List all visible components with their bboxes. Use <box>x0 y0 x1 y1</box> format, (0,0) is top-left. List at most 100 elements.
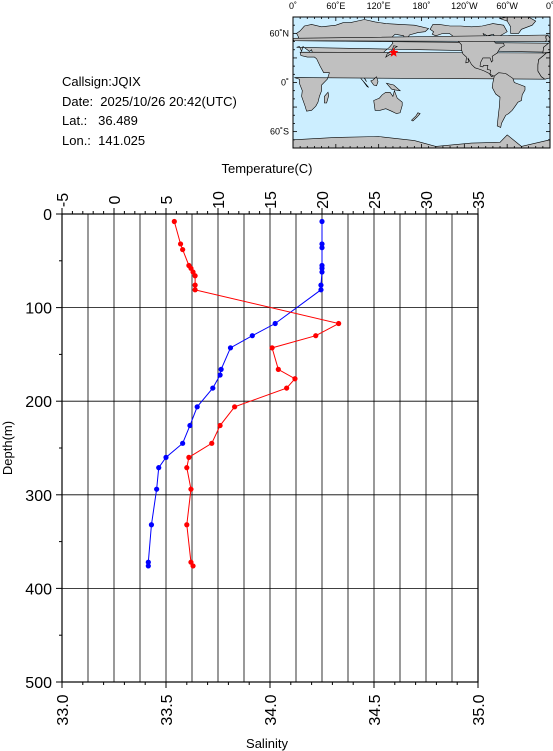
temperature-data-point <box>318 287 324 293</box>
depth-tick-label: 200 <box>25 394 52 411</box>
map-lat-label: 60˚S <box>270 127 289 137</box>
date-text: Date: 2025/10/26 20:42(UTC) <box>62 93 237 109</box>
salinity-tick-label: 33.0 <box>55 694 72 725</box>
salinity-data-point <box>171 218 177 225</box>
temperature-tick-label: 5 <box>159 195 176 204</box>
temperature-tick-label: 20 <box>315 191 332 209</box>
temperature-data-point <box>194 404 200 410</box>
map-lat-label: 0˚ <box>281 78 289 88</box>
depth-axis-label: Depth(m) <box>0 421 15 475</box>
depth-tick-label: 0 <box>43 207 52 224</box>
temperature-data-point <box>180 440 186 446</box>
temperature-data-point <box>227 345 234 351</box>
depth-tick-label: 400 <box>25 581 52 598</box>
map-lon-label: 0˚ <box>289 1 297 11</box>
map-frame <box>292 15 553 150</box>
map-clip-right <box>550 15 553 150</box>
map-lon-label: 120˚E <box>367 1 391 11</box>
temperature-data-point <box>319 265 325 271</box>
temperature-data-point <box>249 333 255 339</box>
salinity-data-point <box>284 385 290 391</box>
temperature-tick-label: 10 <box>211 191 228 209</box>
temperature-tick-label: -5 <box>55 193 72 207</box>
temperature-data-point <box>163 454 169 460</box>
landmass-sumatra <box>360 78 369 88</box>
temperature-data-point <box>154 486 160 492</box>
salinity-tick-label: 34.5 <box>367 694 384 725</box>
salinity-data-point <box>190 563 196 569</box>
salinity-data-point <box>192 287 198 293</box>
map-land <box>292 16 553 149</box>
temperature-tick-label: 30 <box>419 191 436 209</box>
temperature-data-point <box>319 269 325 275</box>
temperature-data-point <box>319 245 325 251</box>
temperature-data-point <box>156 465 162 471</box>
map-lon-label: 60˚E <box>326 1 345 11</box>
salinity-data-point <box>217 422 223 429</box>
salinity-data-point <box>275 366 281 372</box>
salinity-tick-label: 33.5 <box>159 694 176 725</box>
temperature-data-point <box>318 282 324 288</box>
landmass-madagascar <box>324 91 330 104</box>
temperature-tick-label: 35 <box>471 191 488 209</box>
salinity-data-point <box>180 246 186 253</box>
depth-tick-label: 500 <box>25 675 52 692</box>
callsign-text: Callsign:JQIX <box>62 74 141 89</box>
salinity-data-point <box>188 486 194 492</box>
temperature-tick-label: 15 <box>263 191 280 209</box>
salinity-data-point <box>192 282 198 288</box>
map-lat-label: 60˚N <box>269 28 289 38</box>
salinity-data-point <box>192 273 198 279</box>
salinity-data-point <box>232 404 238 410</box>
map-lon-label: 60˚W <box>496 1 518 11</box>
salinity-tick-label: 35.0 <box>471 694 488 725</box>
longitude-text: Lon.: 141.025 <box>62 132 146 148</box>
temperature-data-point <box>145 559 151 565</box>
salinity-data-point <box>177 241 184 247</box>
salinity-data-point <box>313 333 319 339</box>
landmass-borneo <box>370 76 379 87</box>
temperature-tick-label: 25 <box>367 191 384 209</box>
depth-tick-label: 300 <box>25 488 52 505</box>
map-lon-label: 120˚W <box>451 1 478 11</box>
temperature-data-point <box>145 563 151 569</box>
salinity-data-point <box>269 345 275 351</box>
station-info: Callsign:JQIX Date: 2025/10/26 20:42(UTC… <box>62 72 237 150</box>
map-lon-label: 180˚ <box>412 1 430 11</box>
station-marker <box>388 47 399 57</box>
landmass-n-america <box>429 23 508 78</box>
grid <box>61 214 479 682</box>
salinity-data-point <box>209 440 215 446</box>
temperature-data-point <box>319 218 325 225</box>
temperature-data-point <box>187 422 193 429</box>
temperature-data-point <box>148 522 155 528</box>
landmass-africa-wrap <box>537 52 553 80</box>
temperature-data-point <box>210 385 216 391</box>
landmass-new-guinea <box>385 82 402 92</box>
map-lon-label: 0˚ <box>546 1 553 11</box>
map-labels: 0˚ 60˚E 120˚E 180˚ 120˚W 60˚W 0˚ 60˚N 0˚ 60˚S <box>269 1 553 137</box>
landmass-s-america <box>491 72 526 128</box>
series-layer <box>145 218 342 569</box>
depth-tick-label: 100 <box>25 301 52 318</box>
temperature-data-point <box>319 241 325 247</box>
salinity-tick-label: 34.0 <box>263 694 280 725</box>
temperature-data-point <box>217 372 223 378</box>
world-map: 0˚ 60˚E 120˚E 180˚ 120˚W 60˚W 0˚ 60˚N 0˚ 60˚S <box>269 1 553 150</box>
salinity-axis-label: Salinity <box>246 736 288 751</box>
landmass-australia <box>373 89 403 114</box>
salinity-data-point <box>336 320 342 327</box>
salinity-data-point <box>186 454 192 460</box>
station-star <box>388 47 399 57</box>
temperature-tick-label: 0 <box>107 195 124 204</box>
temperature-data-point <box>272 320 278 327</box>
salinity-data-point <box>184 465 190 471</box>
temperature-data-point <box>218 366 224 372</box>
landmass-new-zealand <box>411 112 421 122</box>
salinity-data-point <box>292 376 298 382</box>
salinity-data-point <box>184 522 190 528</box>
latitude-text: Lat.: 36.489 <box>62 113 138 128</box>
temperature-axis-label: Temperature(C) <box>221 161 312 176</box>
